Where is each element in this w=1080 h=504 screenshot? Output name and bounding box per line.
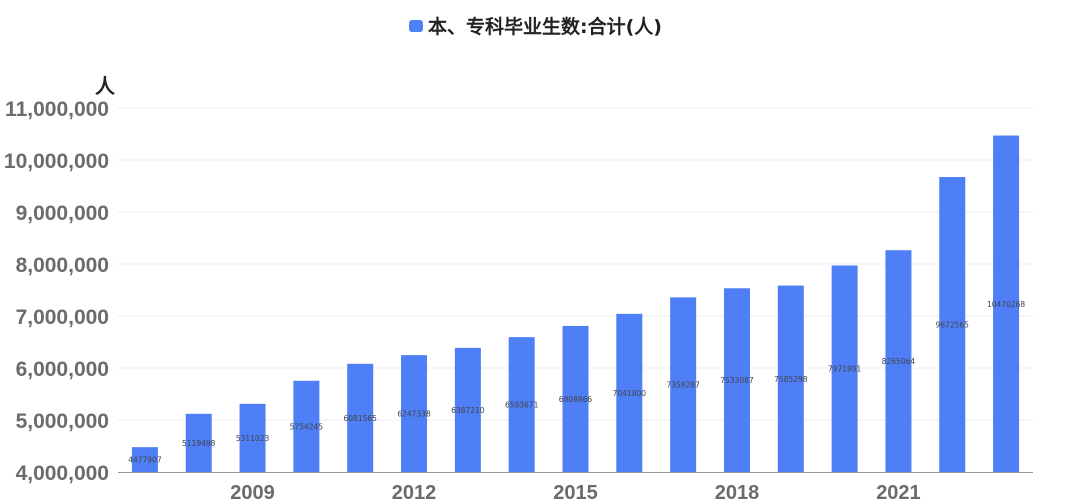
bar-value-label: 9672565: [936, 321, 970, 330]
bar-value-label: 5311023: [236, 434, 270, 443]
bar-value-label: 6247338: [397, 410, 431, 419]
x-tick-label: 2021: [876, 482, 921, 504]
bars: [131, 135, 1020, 473]
bar: [401, 355, 428, 472]
bar: [993, 135, 1020, 472]
x-tick-label: 2018: [715, 482, 760, 504]
bar: [670, 297, 697, 472]
bar: [562, 325, 589, 472]
legend-swatch: [409, 20, 423, 32]
bar-value-label: 7041800: [613, 389, 647, 398]
bar-value-label: 7358287: [666, 381, 700, 390]
bar: [508, 337, 535, 472]
y-tick-label: 4,000,000: [16, 462, 109, 485]
bar: [185, 413, 212, 472]
bar-value-label: 7585298: [774, 375, 808, 384]
x-axis-tick-labels: 2009 2012 2015 2018 2021: [230, 482, 920, 504]
y-tick-label: 10,000,000: [4, 150, 109, 173]
bar: [723, 288, 750, 472]
bar: [131, 447, 158, 472]
y-tick-label: 8,000,000: [16, 254, 109, 277]
x-tick-label: 2015: [553, 482, 598, 504]
bar-value-label: 7971991: [828, 365, 862, 374]
y-tick-label: 5,000,000: [16, 410, 109, 433]
y-tick-label: 9,000,000: [16, 202, 109, 225]
bar: [939, 177, 966, 473]
bar-value-label: 6808866: [559, 395, 593, 404]
bar: [347, 363, 374, 472]
y-tick-label: 6,000,000: [16, 358, 109, 381]
y-axis-tick-labels: 4,000,000 5,000,000 6,000,000 7,000,000 8,00…: [4, 98, 109, 485]
bar: [831, 265, 858, 472]
bar-value-label: 6593671: [505, 401, 539, 410]
bar: [454, 347, 481, 472]
bar-value-label: 6387210: [451, 406, 485, 415]
bar: [616, 313, 643, 472]
legend[interactable]: 本、专科毕业生数:合计(人): [409, 15, 662, 38]
y-tick-label: 11,000,000: [5, 98, 109, 121]
bar-value-label: 6081565: [344, 414, 378, 423]
bar: [885, 250, 912, 472]
bar-value-label: 4477907: [128, 456, 162, 465]
grid-lines: [118, 107, 1033, 421]
x-tick-label: 2009: [230, 482, 275, 504]
bar: [777, 285, 804, 472]
bar-value-label: 10470268: [987, 300, 1025, 309]
y-tick-label: 7,000,000: [16, 306, 109, 329]
bar: [239, 403, 266, 472]
y-axis-unit-label: 人: [95, 74, 116, 98]
x-tick-label: 2012: [392, 482, 437, 504]
legend-label: 本、专科毕业生数:合计(人): [428, 15, 662, 38]
bar-value-labels: 4477907 5119498 5311023 5754245 6081565 62473…: [128, 300, 1025, 465]
bar: [293, 380, 320, 472]
bar-value-label: 8265064: [882, 357, 916, 366]
bar-value-label: 5754245: [290, 422, 324, 431]
bar-value-label: 7533087: [720, 376, 754, 385]
bar-value-label: 5119498: [182, 439, 216, 448]
